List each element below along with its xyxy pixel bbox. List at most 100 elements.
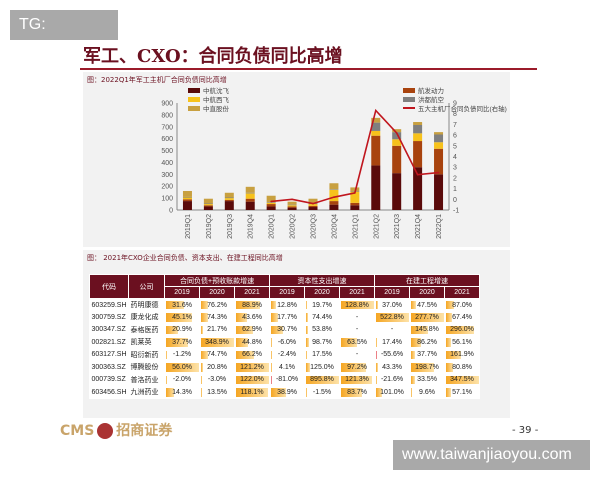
chart-panel: 图：2022Q1年军工主机厂合同负债同比高增 0 100 200 300 400 500 6… [83,72,510,247]
cell-value: 56.0% [165,361,200,374]
cell-value: 348.9% [200,336,235,349]
bar-segment [413,133,423,142]
x-tick-label: 2019Q4 [248,214,255,239]
data-bar [305,375,339,384]
bar-segment [308,198,318,204]
data-bar [445,388,451,397]
bar-segment [329,189,339,202]
cell-value: 98.7% [305,336,340,349]
data-bar [375,338,377,347]
cell-code: 603456.SH [91,388,127,396]
data-bar [375,313,409,322]
bar-segment [434,174,444,210]
y-tick-label: 100 [161,196,173,203]
data-bar [340,301,374,309]
x-tick-label: 2020Q1 [269,214,276,239]
bar-segment [245,201,255,210]
cell-company: 昭衍新药 [130,351,159,359]
cell-value: -1.5% [305,386,340,399]
cell-value: 45.1% [165,311,200,324]
legend-label: 五大主机厂合同负债同比(右轴) [418,104,507,113]
data-bar [235,301,260,309]
cell-company: 康龙化成 [130,314,159,322]
y-tick-label: 900 [161,101,173,108]
cell-code: 603127.SH [91,351,127,359]
bar-segment [224,198,234,200]
cell-value: 122.0% [235,374,270,387]
cell-value: 20.9% [165,324,200,337]
bar-segment [245,186,255,193]
data-bar [305,301,307,309]
bar-segment [413,122,423,125]
data-bar [165,363,199,372]
data-bar [270,363,273,372]
cell-value: 80.8% [445,361,480,374]
cell-value: 21.7% [200,324,235,337]
cell-value: 31.6% [165,299,200,312]
header-year: 2021 [339,286,376,299]
data-bar [200,301,208,309]
y-tick-label: 300 [161,172,173,179]
cell-value: 128.8% [340,299,375,312]
data-bar [445,350,462,359]
bar-segment [224,192,234,198]
table-row: 603259.SH 药明康德 31.6% 76.2% 88.9% 12.8% 19.7% 12… [90,299,480,312]
cell-value: 125.0% [305,361,340,374]
y2-tick-label: -1 [453,208,459,215]
y2-tick-label: 1 [453,186,457,193]
cell-code: 002821.SZ [91,338,126,346]
cell-value: 87.0% [445,299,480,312]
bar-segment [413,124,423,134]
cell-value: 83.7% [340,386,375,399]
data-bar [165,338,188,347]
cell-value: -2.0% [165,374,200,387]
data-bar [165,313,193,322]
data-bar [375,350,377,359]
cell-code: 300347.SZ [91,326,126,334]
x-tick-label: 2019Q1 [185,214,192,239]
bar-segment [329,189,339,190]
x-tick-label: 2019Q2 [206,214,213,239]
y-tick-label: 200 [161,184,173,191]
title-divider [80,68,537,70]
y-tick-label: 800 [161,112,173,119]
cell-value: 14.3% [165,386,200,399]
cell-value: 97.2% [340,361,375,374]
bar-segment [266,202,276,203]
legend-swatch [403,88,415,93]
cell-value: -6.0% [270,336,305,349]
cell-code: 000739.SZ [91,376,126,384]
y2-tick-label: 7 [453,122,457,129]
x-tick-label: 2021Q2 [373,214,380,239]
cell-value: - [390,326,394,334]
x-tick-label: 2020Q3 [311,214,318,239]
y-tick-label: 500 [161,148,173,155]
data-bar [270,350,272,359]
chart-caption: 图：2022Q1年军工主机厂合同负债同比高增 [87,76,227,84]
cell-value: 121.3% [340,374,375,387]
data-bar [235,350,254,359]
header-year: 2019 [164,286,201,299]
data-bar [340,363,366,372]
legend-swatch [188,97,200,102]
y2-tick-label: 5 [453,143,457,150]
cell-value: 19.7% [305,299,340,312]
data-bar [165,325,178,334]
data-bar [270,388,287,397]
cell-company: 普洛药业 [130,376,159,384]
bar-segment [329,183,339,190]
bar-segment [182,197,192,200]
cell-value: 37.7% [165,336,200,349]
page-number: - 39 - [512,425,539,436]
data-bar [305,338,310,347]
data-bar [445,375,479,384]
y-tick-label: 600 [161,136,173,143]
y-tick-label: 700 [161,124,173,131]
data-bar [270,375,272,384]
header-year: 2019 [269,286,306,299]
line-point [374,109,377,112]
x-tick-label: 2021Q4 [415,214,422,239]
table-row: 300347.SZ 泰格医药 20.9% 21.7% 62.9% 30.7% 53.8% - -… [90,324,480,337]
table-row: 002821.SZ 凯莱英 37.7% 348.9% 44.8% -6.0% 98.7% 63… [90,336,480,349]
cell-value: 74.7% [200,349,235,362]
